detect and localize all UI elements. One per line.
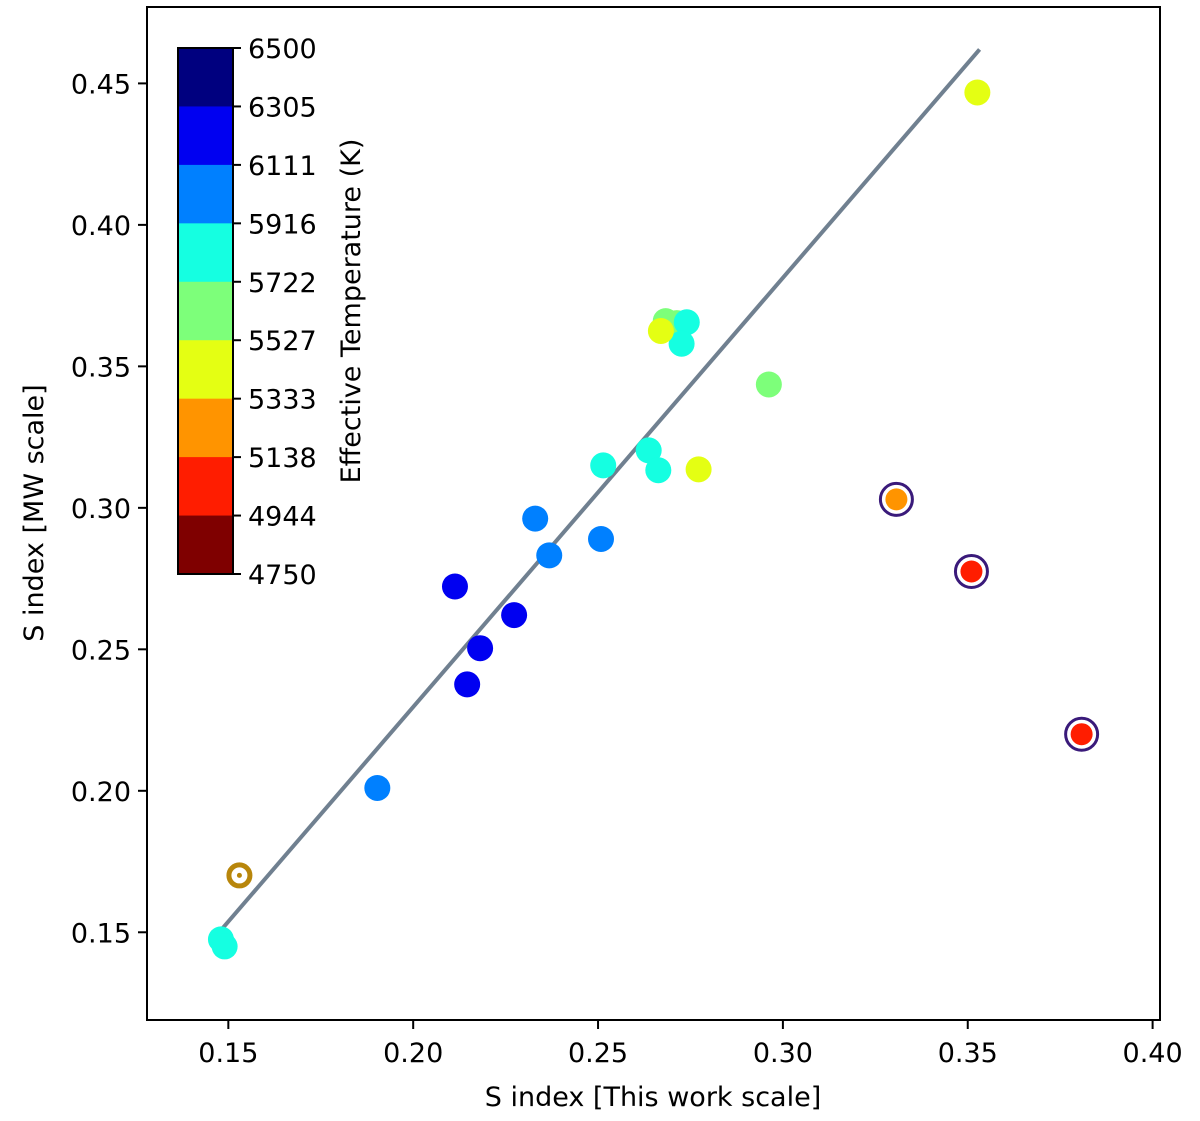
data-point [590,452,617,479]
data-point [635,437,662,464]
x-tick-label: 0.35 [938,1038,998,1069]
y-tick-label: 0.45 [71,69,131,100]
data-point [364,774,391,801]
data-point [1070,723,1093,746]
y-tick-label: 0.40 [71,211,131,242]
data-point [522,505,549,532]
colorbar-segment [178,515,233,575]
data-point [467,635,494,662]
colorbar-tick-label: 4750 [248,560,317,591]
data-point [885,488,908,511]
x-tick-label: 0.30 [753,1038,813,1069]
x-tick-label: 0.20 [383,1038,443,1069]
colorbar-segment [178,164,233,224]
plot-area [146,6,1161,1021]
x-axis-ticks: 0.15 0.20 0.25 0.30 0.35 0.40 [198,1020,1183,1069]
data-point [211,933,238,960]
x-tick-label: 0.40 [1123,1038,1183,1069]
data-point [685,456,712,483]
y-axis-label: S index [MW scale] [19,384,50,641]
x-tick-label: 0.15 [198,1038,258,1069]
colorbar-tick-label: 5333 [248,385,317,416]
colorbar-tick-label: 6111 [248,151,317,182]
colorbar-segment [178,398,233,458]
colorbar-tick-label: 4944 [248,502,317,533]
colorbar-segment [178,223,233,283]
colorbar-tick-label: 6305 [248,92,317,123]
colorbar-segment [178,340,233,400]
colorbar-segment [178,106,233,166]
colorbar-tick-label: 5138 [248,443,317,474]
colorbar: 6500 6305 6111 5916 5722 5527 5333 5138 4944 4750… [177,34,367,591]
colorbar-segment [178,48,233,108]
data-point [755,371,782,398]
colorbar-tick-label: 5722 [248,268,317,299]
data-points [207,79,1100,960]
data-point [964,79,991,106]
data-point [588,525,615,552]
sun-symbol-dot [236,872,242,878]
colorbar-segment [178,281,233,341]
colorbar-tick-label: 5527 [248,326,317,357]
y-tick-label: 0.30 [71,494,131,525]
data-point [441,573,468,600]
colorbar-segment [178,457,233,517]
colorbar-tick-label: 5916 [248,209,317,240]
colorbar-tick-label: 6500 [248,34,317,65]
y-axis-ticks: 0.15 0.20 0.25 0.30 0.35 0.40 0.45 [71,69,147,949]
y-tick-label: 0.20 [71,777,131,808]
fit-line [218,48,982,933]
y-tick-label: 0.35 [71,352,131,383]
x-tick-label: 0.25 [568,1038,628,1069]
data-point [673,309,700,336]
data-point [668,330,695,357]
data-point [645,457,672,484]
data-point [501,602,528,629]
data-point [536,542,563,569]
data-point [454,671,481,698]
y-tick-label: 0.15 [71,918,131,949]
data-point [647,317,674,344]
colorbar-label: Effective Temperature (K) [336,139,367,484]
colorbar-frame [177,47,234,575]
y-tick-label: 0.25 [71,635,131,666]
data-point [960,560,983,583]
x-axis-label: S index [This work scale] [485,1082,822,1113]
